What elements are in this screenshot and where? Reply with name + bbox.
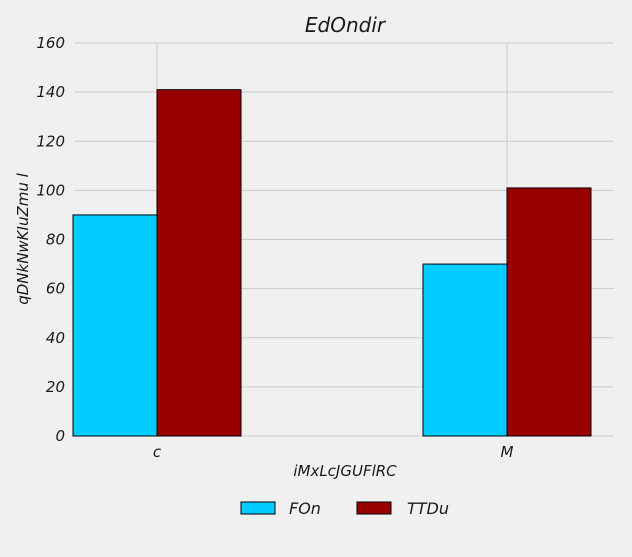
y-tick-label: 20 xyxy=(46,378,65,396)
x-tick-label: c xyxy=(153,443,162,461)
y-tick-label: 160 xyxy=(36,34,65,52)
bar-fon-m xyxy=(422,263,508,437)
legend-label-ttdu: TTDu xyxy=(407,499,449,518)
bar-ttdu-m xyxy=(506,187,592,437)
x-tick-label: M xyxy=(501,443,514,461)
y-tick-label: 80 xyxy=(46,231,65,249)
legend-swatch-ttdu xyxy=(356,501,392,515)
legend: FOn TTDu xyxy=(240,499,449,518)
bar-ttdu-c xyxy=(156,89,242,437)
y-tick-label: 100 xyxy=(36,181,65,199)
y-tick-label: 60 xyxy=(46,280,65,298)
y-tick-label: 140 xyxy=(36,83,65,101)
legend-swatch-fon xyxy=(240,501,276,515)
bars xyxy=(72,89,592,437)
y-tick-labels: 0 20 40 60 80 100 120 140 160 xyxy=(36,34,65,445)
y-tick-label: 120 xyxy=(36,132,65,150)
bar-fon-c xyxy=(72,214,158,437)
chart-title: EdOndir xyxy=(305,13,387,37)
legend-label-fon: FOn xyxy=(289,499,321,518)
y-tick-label: 0 xyxy=(55,427,65,445)
y-tick-label: 40 xyxy=(46,329,65,347)
x-axis-label: iMxLcJGUFlRC xyxy=(293,462,397,480)
y-axis-label: qDNkNwKIuZmu l xyxy=(14,172,32,304)
